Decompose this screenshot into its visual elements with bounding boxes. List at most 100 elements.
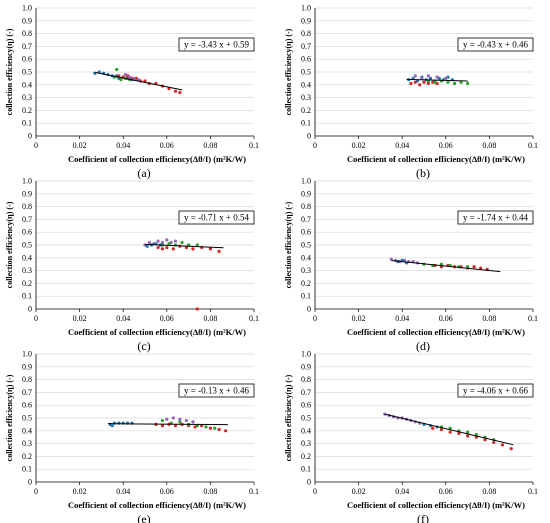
x-tick-label: 0.1 [249,141,259,150]
y-tick-label: 0.7 [301,388,311,397]
data-point [173,89,178,93]
data-point [466,81,470,86]
y-tick-label: 0.8 [22,202,32,211]
y-tick-label: 0.9 [301,189,311,198]
data-point [426,81,430,86]
y-tick-label: 0 [307,305,311,314]
data-point [156,239,160,243]
data-point [459,80,463,84]
data-point [466,265,470,269]
y-tick-label: 0.8 [301,29,311,38]
data-point [178,417,182,421]
y-tick-label: 0.5 [22,241,32,250]
x-axis-label: Coefficient of collection efficiency(Δθ/… [347,327,525,337]
data-point [171,416,175,420]
y-tick-label: 0.7 [22,388,32,397]
y-tick-label: 0.4 [22,80,32,89]
y-tick-label: 0.8 [301,202,311,211]
y-tick-label: 0.4 [22,253,32,262]
y-axis-label: collection efficiency(η) (-) [284,201,293,288]
data-point [457,431,461,435]
equation-box [457,37,534,52]
x-tick-label: 0.04 [395,141,409,150]
y-tick-label: 0.9 [22,362,32,371]
y-tick-label: 0.9 [22,189,32,198]
data-point [428,76,433,80]
data-point [160,240,165,245]
panel-a: 0 0.1 0.2 0.3 0.4 0.5 0.6 0.7 0.8 0.9 1.0 0 0.02 0.04… [5,4,259,181]
y-tick-label: 0.2 [301,106,311,115]
x-tick-label: 0.06 [160,141,174,150]
data-point [466,430,470,434]
y-tick-label: 0.3 [22,266,32,275]
x-axis-label: Coefficient of collection efficiency(Δθ/… [68,500,246,510]
x-axis-label: Coefficient of collection efficiency(Δθ/… [68,154,246,164]
x-tick-label: 0.04 [395,314,409,323]
data-point [145,244,149,248]
x-tick-label: 0.08 [203,314,217,323]
y-tick-label: 0.9 [301,362,311,371]
data-point [173,424,178,428]
panel-caption: (c) [137,339,150,353]
x-tick-label: 0.08 [203,141,217,150]
y-tick-label: 1.0 [301,177,311,186]
x-tick-label: 0.06 [439,141,453,150]
y-tick-label: 0.6 [301,228,311,237]
data-point [143,79,147,83]
y-tick-label: 0 [307,478,311,487]
data-point [439,427,444,432]
x-tick-label: 0.02 [73,487,87,496]
y-tick-label: 0.5 [22,414,32,423]
panel-c: 0 0.1 0.2 0.3 0.4 0.5 0.6 0.7 0.8 0.9 1.0 0 0.02 0.04… [5,177,259,354]
data-point [160,247,165,251]
y-tick-label: 0.4 [301,80,311,89]
data-point [173,239,178,243]
data-point [389,257,393,261]
x-tick-label: 0.04 [116,487,130,496]
y-tick-label: 0.6 [22,228,32,237]
equation-box [178,383,255,398]
data-point [115,67,119,72]
data-point [418,83,422,87]
y-tick-label: 1.0 [22,4,32,13]
equation-label: y = -0.43 x + 0.46 [463,40,528,50]
data-point [422,80,426,84]
x-tick-label: 0.06 [160,314,174,323]
data-point [452,81,457,86]
y-tick-label: 0.2 [22,279,32,288]
y-tick-label: 0.7 [301,42,311,51]
equation-label: y = -1.74 x + 0.44 [463,213,528,223]
equation-label: y = -4.06 x + 0.66 [463,386,528,396]
data-point [217,427,221,432]
panel-caption: (a) [137,166,150,180]
fit-line [107,423,228,426]
x-axis-label: Coefficient of collection efficiency(Δθ/… [347,154,525,164]
y-tick-label: 0 [28,305,32,314]
data-point [413,80,417,84]
equation-label: y = -0.13 x + 0.46 [184,386,249,396]
fit-line [94,71,183,91]
y-tick-label: 0.6 [301,55,311,64]
data-point [123,72,127,77]
y-tick-label: 0.2 [301,279,311,288]
y-tick-label: 0.4 [301,253,311,262]
x-tick-label: 0.1 [249,314,259,323]
y-tick-label: 0.1 [301,292,311,301]
data-point [160,418,165,423]
data-point [492,440,496,444]
y-tick-label: 1.0 [22,350,32,359]
panel-caption: (d) [416,339,430,353]
data-point [160,424,165,428]
y-axis-label: collection efficiency(η) (-) [5,28,14,115]
equation-box [178,37,255,52]
y-tick-label: 0.3 [301,439,311,448]
data-point [446,80,450,84]
fit-line [391,259,501,273]
data-point [413,74,417,78]
x-tick-label: 0.08 [482,314,496,323]
data-point [472,265,476,269]
data-point [409,81,413,86]
data-point [444,76,448,80]
y-tick-label: 0.5 [301,414,311,423]
